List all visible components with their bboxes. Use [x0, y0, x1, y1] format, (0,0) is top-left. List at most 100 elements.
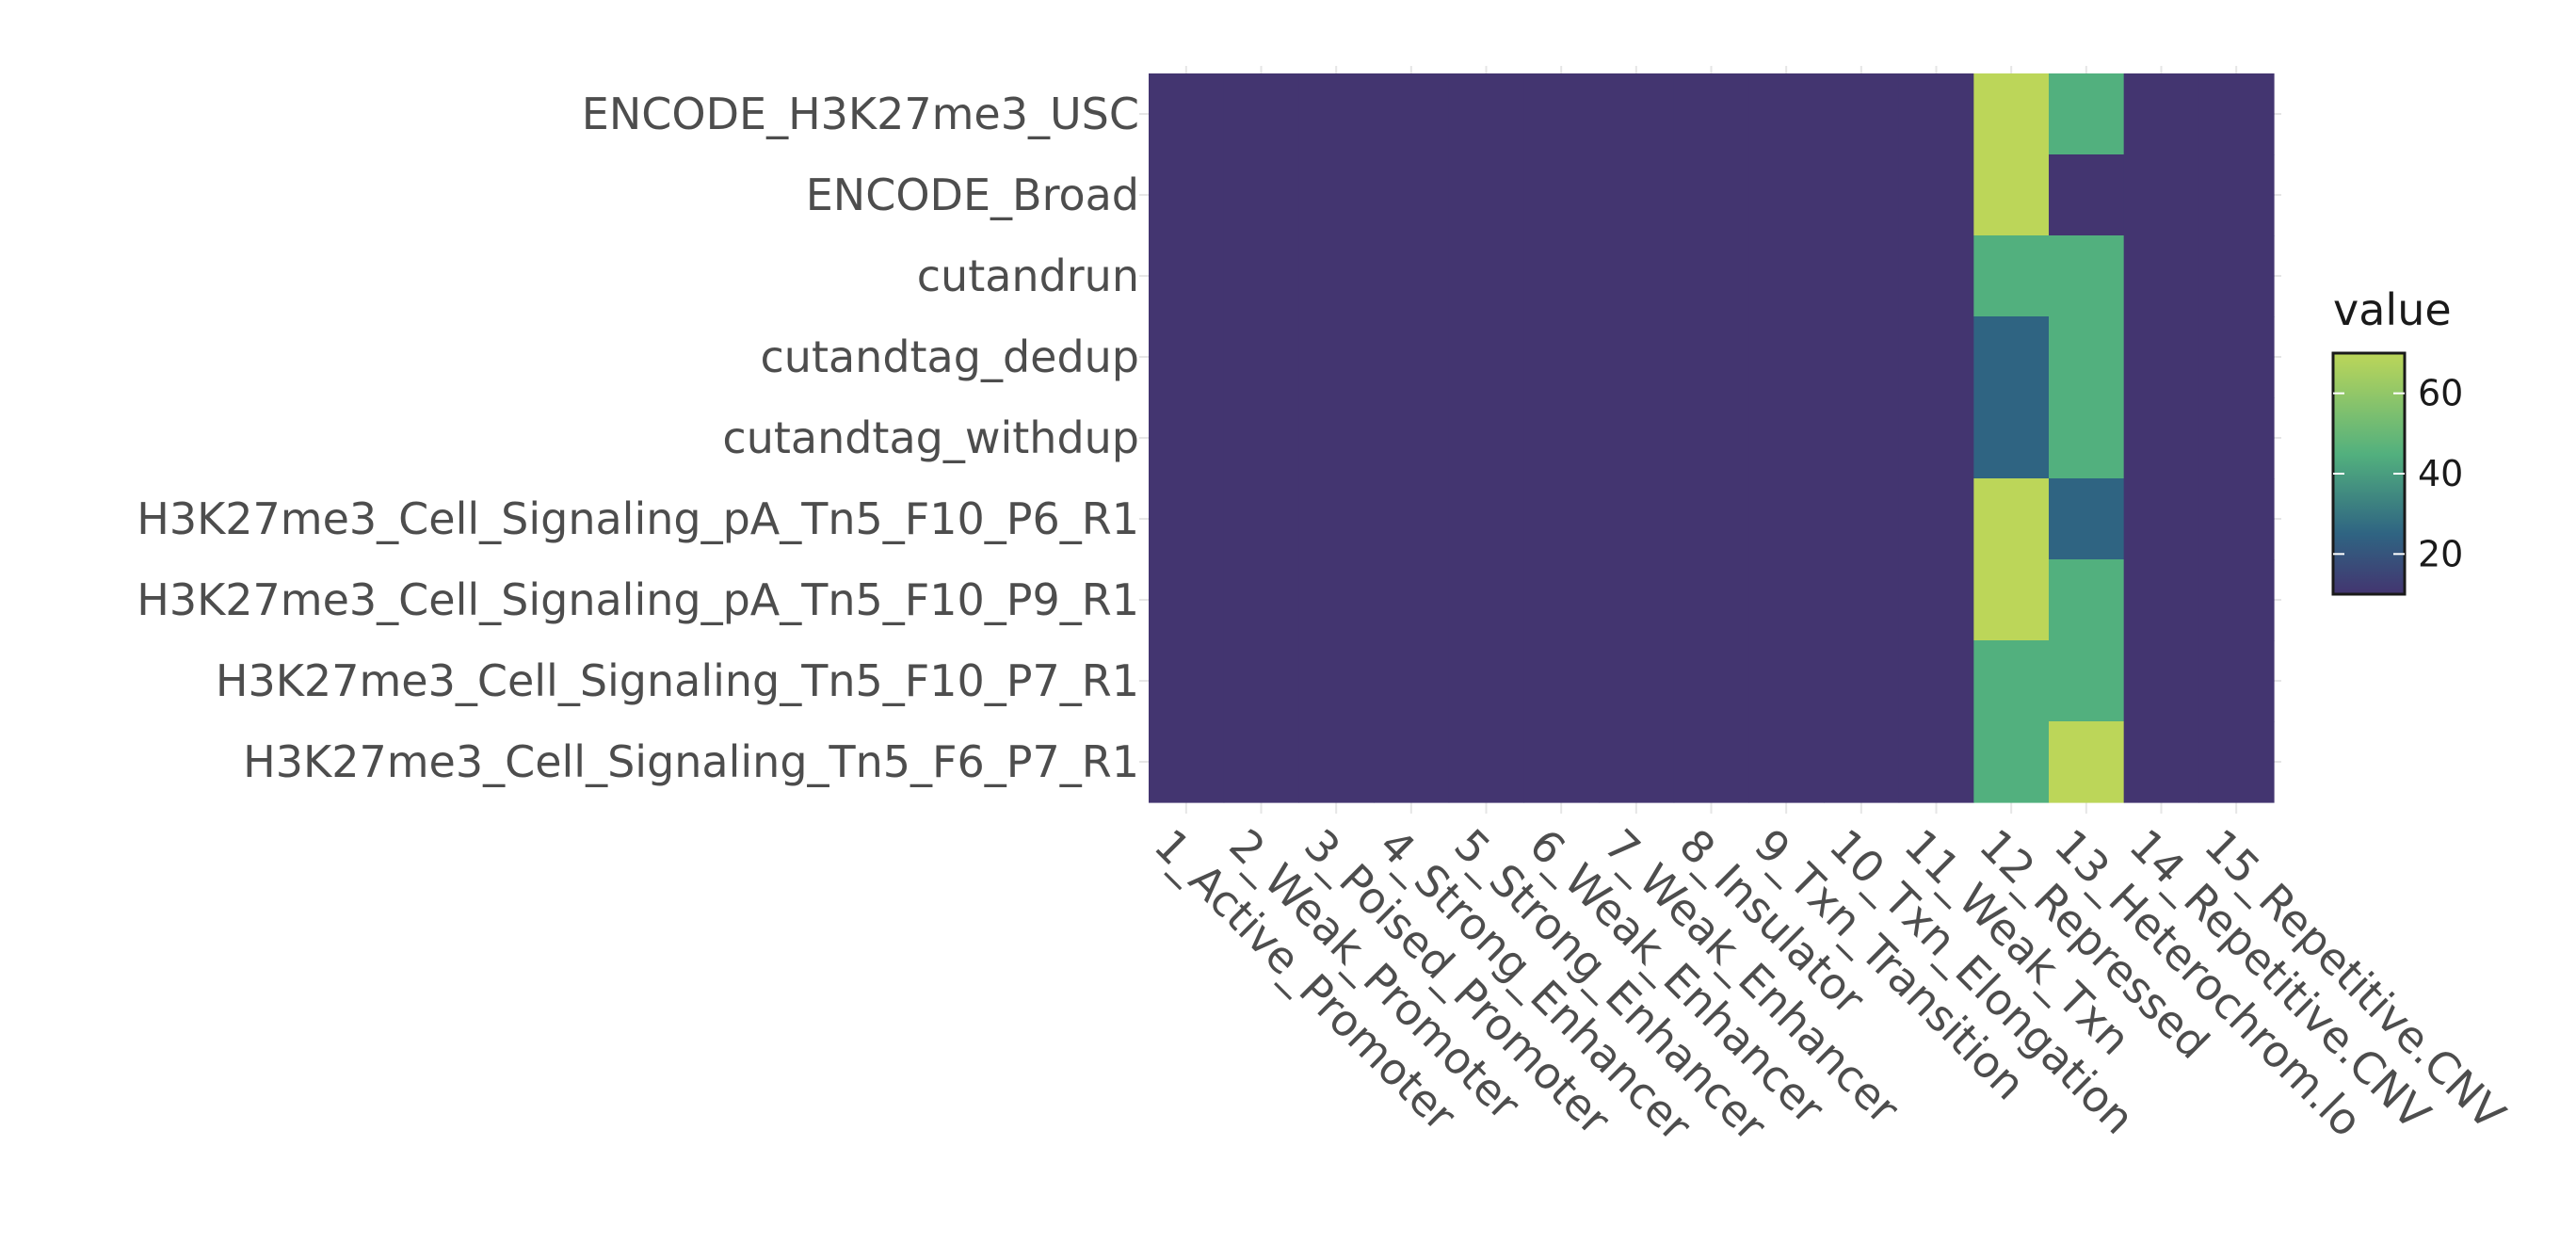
heatmap-cell: [2198, 559, 2275, 641]
heatmap-cell: [1149, 235, 1225, 317]
heatmap-cell: [1149, 559, 1225, 641]
heatmap-cell: [1223, 559, 1299, 641]
heatmap-cell: [1748, 235, 1825, 317]
heatmap-cell: [1298, 721, 1375, 803]
legend-tick-label: 40: [2418, 453, 2463, 494]
heatmap-cell: [1599, 559, 1675, 641]
heatmap-cell: [1824, 721, 1900, 803]
heatmap-cell: [1448, 721, 1524, 803]
y-tick-label: H3K27me3_Cell_Signaling_Tn5_F10_P7_R1: [216, 655, 1139, 706]
heatmap-cell: [1374, 235, 1450, 317]
heatmap-cell: [2123, 721, 2199, 803]
heatmap-cell: [1973, 559, 2050, 641]
heatmap-cell: [1448, 73, 1524, 155]
heatmap-cell: [1898, 721, 1974, 803]
heatmap-cell: [1673, 73, 1749, 155]
heatmap-cell: [1523, 478, 1600, 560]
heatmap-cell: [1824, 559, 1900, 641]
heatmap-cell: [1599, 235, 1675, 317]
heatmap-cell: [2049, 154, 2125, 236]
heatmap-cell: [1748, 316, 1825, 398]
heatmap-cell: [1523, 154, 1600, 236]
heatmap-cell: [1748, 478, 1825, 560]
x-tick-label: 15_Repetitive.CNV: [2195, 819, 2515, 1139]
heatmap-cell: [1824, 478, 1900, 560]
heatmap-cell: [1973, 397, 2050, 479]
color-legend: value 60 40 20: [2331, 284, 2463, 596]
heatmap-cell: [2198, 316, 2275, 398]
heatmap-cell: [2198, 640, 2275, 722]
heatmap-cell: [1748, 397, 1825, 479]
heatmap-cell: [1523, 316, 1600, 398]
heatmap-cell: [1973, 73, 2050, 155]
heatmap-cell: [1448, 316, 1524, 398]
heatmap-cell: [2123, 316, 2199, 398]
heatmap-cell: [1898, 235, 1974, 317]
x-axis-labels: 1_Active_Promoter2_Weak_Promoter3_Poised…: [1145, 819, 2516, 1151]
heatmap-cell: [1898, 397, 1974, 479]
y-tick-label: ENCODE_Broad: [806, 170, 1139, 220]
y-axis-labels: ENCODE_H3K27me3_USC ENCODE_Broad cutandrun…: [137, 89, 1139, 787]
y-tick-label: H3K27me3_Cell_Signaling_pA_Tn5_F10_P6_R1: [137, 493, 1139, 544]
heatmap-cell: [1599, 397, 1675, 479]
heatmap-cell: [1374, 640, 1450, 722]
heatmap-cell: [2049, 316, 2125, 398]
heatmap-cell: [1149, 640, 1225, 722]
heatmap-cell: [1973, 478, 2050, 560]
heatmap-cell: [1673, 640, 1749, 722]
heatmap-cell: [1223, 73, 1299, 155]
heatmap-cell: [2049, 235, 2125, 317]
heatmap-cell: [1748, 154, 1825, 236]
heatmap-cell: [2198, 73, 2275, 155]
heatmap-cell: [2198, 721, 2275, 803]
heatmap-cell: [1149, 478, 1225, 560]
heatmap-cell: [1898, 478, 1974, 560]
y-tick-label: cutandtag_withdup: [722, 412, 1139, 463]
heatmap-cell: [1298, 397, 1375, 479]
heatmap-cell: [1448, 559, 1524, 641]
heatmap-cell: [1523, 73, 1600, 155]
heatmap-cell: [1599, 640, 1675, 722]
heatmap-cell: [2198, 235, 2275, 317]
heatmap-cell: [1374, 559, 1450, 641]
heatmap-cell: [1298, 154, 1375, 236]
heatmap-cell: [1298, 559, 1375, 641]
heatmap-cell: [2123, 559, 2199, 641]
heatmap-cell: [1824, 640, 1900, 722]
heatmap-cell: [1223, 235, 1299, 317]
heatmap-cell: [2049, 478, 2125, 560]
y-tick-label: ENCODE_H3K27me3_USC: [582, 89, 1139, 139]
heatmap-cell: [1523, 721, 1600, 803]
heatmap-cell: [1223, 397, 1299, 479]
heatmap-cell: [1748, 721, 1825, 803]
heatmap-cell: [1298, 73, 1375, 155]
legend-tick-label: 20: [2418, 533, 2463, 574]
heatmap-cell: [1673, 478, 1749, 560]
heatmap-cell: [2123, 235, 2199, 317]
heatmap-cell: [1149, 154, 1225, 236]
heatmap-cell: [1374, 478, 1450, 560]
heatmap-cell: [1898, 73, 1974, 155]
heatmap-cell: [1599, 316, 1675, 398]
heatmap-cell: [2123, 640, 2199, 722]
heatmap-cell: [1374, 73, 1450, 155]
heatmap-cell: [1824, 316, 1900, 398]
heatmap-cell: [1748, 640, 1825, 722]
heatmap-cell: [2123, 397, 2199, 479]
heatmap-cell: [1448, 154, 1524, 236]
heatmap-cell: [1149, 316, 1225, 398]
legend-title: value: [2333, 284, 2452, 335]
heatmap-cell: [1448, 397, 1524, 479]
heatmap-cell: [1898, 316, 1974, 398]
heatmap-cell: [1223, 154, 1299, 236]
heatmap-cell: [1374, 721, 1450, 803]
heatmap-cell: [1523, 235, 1600, 317]
heatmap-cell: [1149, 397, 1225, 479]
y-tick-label: H3K27me3_Cell_Signaling_pA_Tn5_F10_P9_R1: [137, 574, 1139, 625]
heatmap-cell: [1374, 316, 1450, 398]
heatmap-cell: [1223, 478, 1299, 560]
heatmap-cell: [1973, 316, 2050, 398]
heatmap-cell: [1149, 721, 1225, 803]
heatmap-cell: [1448, 235, 1524, 317]
